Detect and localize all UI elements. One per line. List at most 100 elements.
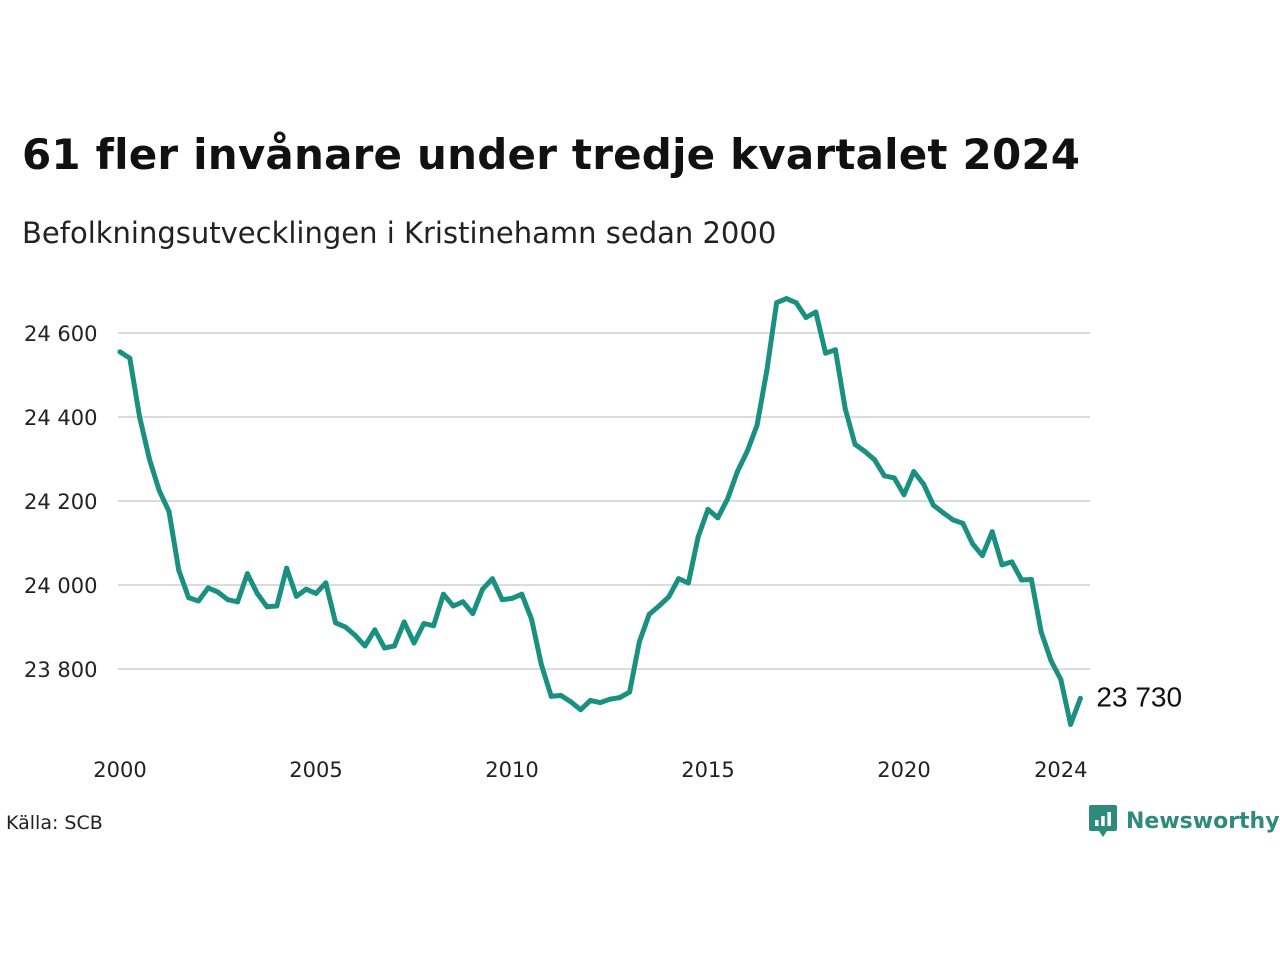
data-point [695, 534, 701, 540]
data-point [450, 603, 456, 609]
data-point [813, 309, 819, 315]
data-point [166, 509, 172, 514]
data-point [676, 576, 682, 582]
data-point [362, 643, 368, 649]
data-point [205, 585, 211, 591]
data-point [617, 695, 623, 701]
data-point [666, 594, 672, 600]
data-point [979, 553, 985, 559]
data-point [1077, 695, 1083, 701]
data-point [774, 300, 780, 306]
data-point [656, 603, 662, 609]
data-point [744, 448, 750, 454]
data-point [891, 475, 897, 481]
data-point [1028, 577, 1034, 582]
brand: Newsworthy [1088, 803, 1280, 839]
source-label: Källa: SCB [6, 812, 103, 834]
data-points [117, 296, 1083, 727]
data-point [127, 355, 133, 361]
data-point [636, 639, 642, 645]
data-point [725, 496, 731, 502]
end-value-label: 23 730 [1096, 681, 1182, 712]
y-tick-label: 24 000 [24, 574, 97, 598]
data-point [646, 611, 652, 617]
data-point [803, 315, 809, 320]
data-point [244, 571, 250, 577]
data-point [578, 707, 584, 713]
x-tick-label: 2005 [289, 758, 342, 782]
data-point [597, 700, 603, 706]
data-point [480, 586, 486, 592]
data-point [156, 488, 162, 493]
y-axis-tick-labels: 23 800 24 000 24 200 24 400 24 600 [24, 322, 97, 682]
data-point [284, 565, 290, 571]
data-point [1019, 577, 1025, 583]
data-point [901, 492, 907, 498]
series-line [117, 296, 1083, 727]
chart-subtitle: Befolkningsutvecklingen i Kristinehamn s… [22, 216, 777, 250]
x-axis-tick-labels: 2000 2005 2010 2015 2020 2024 [93, 758, 1087, 782]
data-point [195, 598, 201, 604]
data-point [499, 597, 505, 603]
gridlines [118, 332, 1090, 670]
data-point [382, 645, 388, 651]
data-point [333, 620, 339, 626]
data-point [705, 506, 711, 512]
data-point [715, 515, 721, 521]
data-point [137, 414, 143, 420]
data-point [1048, 658, 1054, 664]
x-tick-label: 2015 [681, 758, 734, 782]
end-value-layer: 23 730 [1096, 681, 1182, 712]
data-point [215, 589, 221, 595]
data-point [842, 406, 848, 412]
newsworthy-logo-icon [1089, 805, 1117, 837]
data-point [881, 473, 887, 479]
data-point [558, 693, 564, 698]
data-point [519, 591, 525, 597]
data-point [930, 502, 936, 508]
data-point [440, 591, 446, 597]
data-point [999, 562, 1005, 568]
data-point [960, 520, 966, 526]
data-point [372, 627, 378, 633]
data-point [391, 643, 397, 649]
data-point [313, 590, 319, 596]
data-point [1068, 721, 1074, 727]
data-point [1038, 629, 1044, 635]
data-point [1058, 677, 1064, 682]
data-point [264, 604, 270, 610]
data-point [911, 469, 917, 475]
data-point [274, 603, 280, 609]
data-point [431, 623, 437, 629]
data-point [352, 632, 358, 638]
data-point [764, 368, 770, 374]
data-point [538, 662, 544, 668]
data-point [489, 576, 495, 582]
x-tick-label: 2024 [1034, 758, 1087, 782]
y-tick-label: 23 800 [24, 658, 97, 682]
data-point [421, 621, 427, 627]
data-point [793, 300, 799, 306]
data-point [146, 456, 152, 462]
x-tick-label: 2000 [93, 758, 146, 782]
data-point [176, 567, 182, 573]
data-point [470, 611, 476, 617]
chart-title: 61 fler invånare under tredje kvartalet … [22, 130, 1081, 179]
data-point [1009, 559, 1015, 565]
data-point [293, 593, 299, 599]
y-tick-label: 24 200 [24, 490, 97, 514]
data-point [862, 448, 868, 454]
data-point [754, 422, 760, 428]
data-point [734, 469, 740, 475]
data-point [921, 481, 927, 487]
data-point [235, 599, 241, 605]
data-point [989, 529, 995, 535]
data-point [225, 597, 231, 603]
data-point [970, 541, 976, 547]
data-point [627, 689, 633, 695]
data-point [254, 590, 260, 596]
data-point [832, 347, 838, 353]
data-point [950, 517, 956, 523]
x-tick-label: 2010 [485, 758, 538, 782]
